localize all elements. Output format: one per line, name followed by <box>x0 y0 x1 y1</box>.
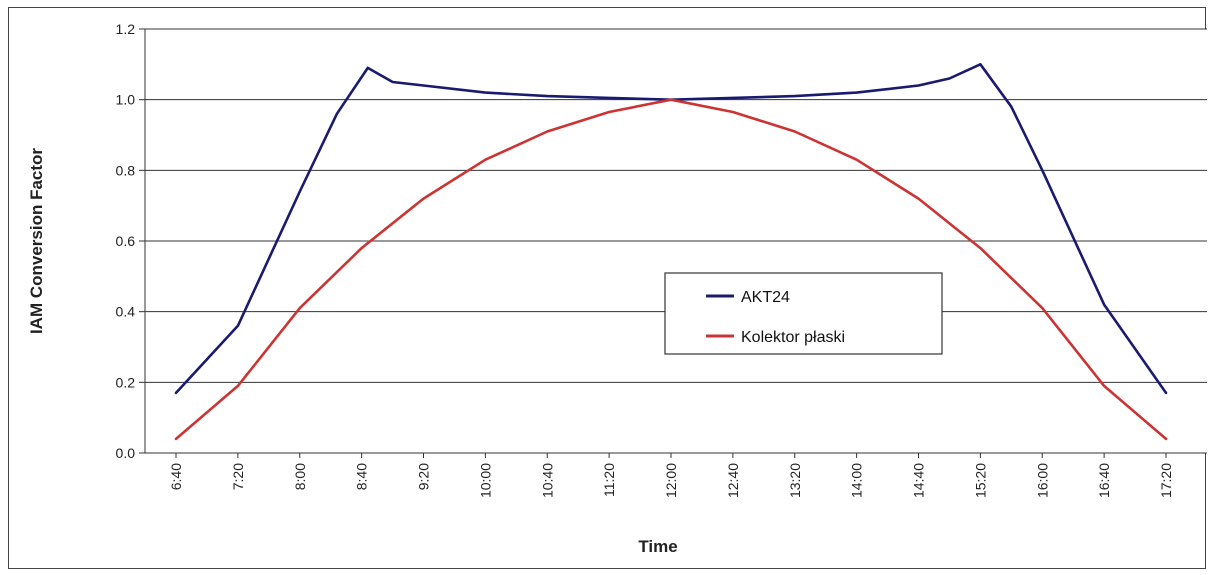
y-tick-label-3: 0.6 <box>116 233 136 249</box>
legend-label-akt24: AKT24 <box>741 289 790 306</box>
legend-label-kolektor-plaski: Kolektor płaski <box>741 329 845 346</box>
x-tick-label-16: 17:20 <box>1158 463 1174 498</box>
series-lines <box>174 63 1168 441</box>
x-tick-label-0: 6:40 <box>168 463 184 490</box>
y-tick-label-4: 0.8 <box>116 162 136 178</box>
y-tick-label-5: 1.0 <box>116 92 136 108</box>
x-tick-label-8: 12:00 <box>663 463 679 498</box>
x-tick-label-9: 12:40 <box>725 463 741 498</box>
y-tick-labels: 0.0 0.2 0.4 0.6 0.8 1.0 1.2 <box>116 21 145 461</box>
x-tick-label-7: 11:20 <box>601 463 617 497</box>
x-tick-labels: 6:40 7:20 8:00 8:40 9:20 10:00 10:40 11:20 12:00… <box>168 453 1174 498</box>
x-tick-label-15: 16:40 <box>1096 463 1112 498</box>
y-axis-title: IAM Conversion Factor <box>27 148 46 334</box>
x-tick-label-14: 16:00 <box>1034 463 1050 498</box>
x-tick-label-12: 14:40 <box>911 463 927 498</box>
x-tick-label-3: 8:40 <box>354 463 370 490</box>
y-tick-label-1: 0.2 <box>116 374 136 390</box>
x-tick-label-13: 15:20 <box>972 463 988 498</box>
legend-box <box>664 272 943 355</box>
x-tick-label-10: 13:20 <box>787 463 803 498</box>
x-tick-label-6: 10:40 <box>539 463 555 498</box>
y-tick-label-2: 0.4 <box>116 304 136 320</box>
x-tick-label-5: 10:00 <box>477 463 493 498</box>
series-line-1 <box>174 98 1168 441</box>
x-tick-label-2: 8:00 <box>292 463 308 490</box>
x-tick-label-1: 7:20 <box>230 463 246 490</box>
y-tick-label-6: 1.2 <box>116 21 136 37</box>
x-axis-title: Time <box>638 537 677 556</box>
x-tick-label-4: 9:20 <box>416 463 432 490</box>
legend: AKT24 Kolektor płaski <box>664 272 943 355</box>
y-tick-label-0: 0.0 <box>116 445 136 461</box>
x-tick-label-11: 14:00 <box>849 463 865 498</box>
